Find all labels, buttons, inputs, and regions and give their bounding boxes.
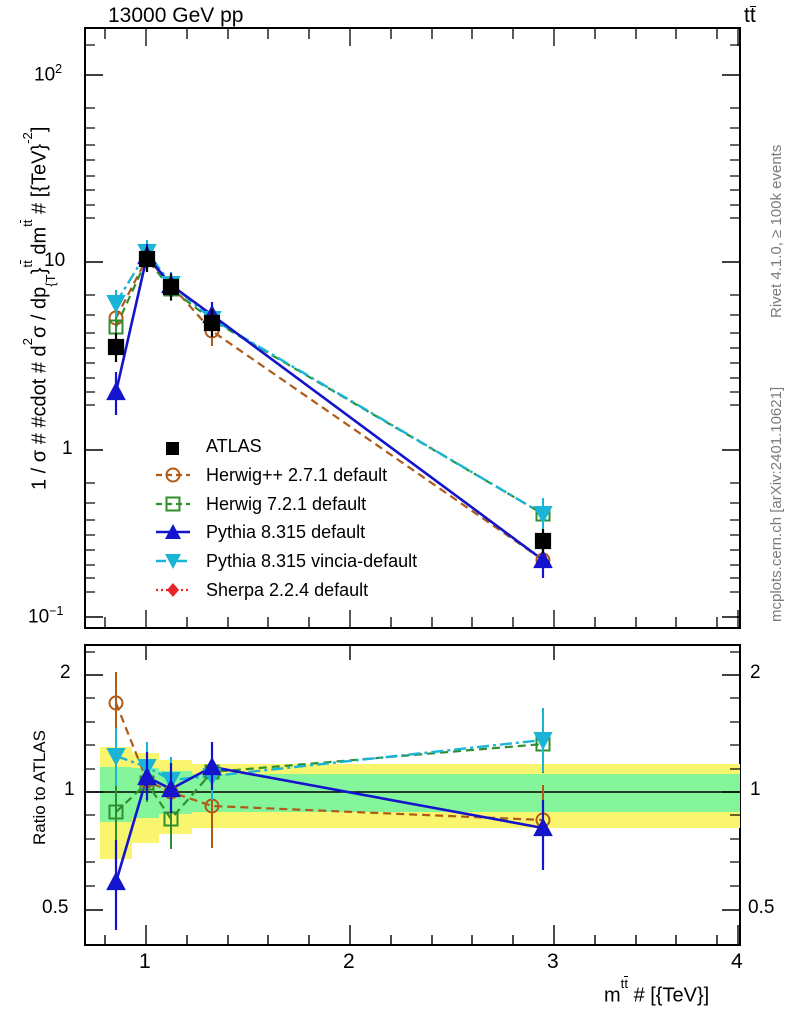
legend-marker-vincia (165, 554, 181, 569)
legend-label-pythia8[interactable]: Pythia 8.315 default (206, 522, 366, 542)
process-label: tt (744, 4, 756, 27)
legend-marker-herwigpp (165, 467, 181, 483)
ratio-tick-label-2-right: 2 (750, 662, 761, 683)
ratio-tick-label-05-right: 0.5 (748, 897, 775, 918)
main-bottom-ticks (104, 610, 739, 628)
ratio-tick-label-1-right: 1 (750, 779, 761, 800)
ratio-pad (84, 644, 741, 946)
main-pad (84, 27, 741, 629)
ratio-line-vincia (115, 738, 544, 782)
series-line-herwigpp (115, 256, 544, 561)
x-tick-label-1: 1 (139, 950, 151, 973)
ratio-x-ticks (104, 645, 739, 945)
series-points-atlas (107, 247, 552, 553)
ratio-tick-label-2-left: 2 (60, 662, 71, 683)
x-tick-label-4: 4 (731, 950, 743, 973)
legend-marker-atlas (166, 442, 179, 455)
legend (156, 442, 190, 597)
y-tick-label-0-1: 10−1 (28, 604, 64, 628)
y-tick-label-100: 102 (34, 62, 63, 86)
ratio-y-ticks (85, 674, 740, 911)
legend-label-sherpa[interactable]: Sherpa 2.2.4 default (206, 580, 369, 600)
ratio-tick-label-1-left: 1 (64, 779, 75, 800)
beam-energy-text: 13000 GeV pp (108, 4, 244, 27)
y-tick-label-10: 10 (44, 250, 66, 271)
legend-marker-herwig7 (165, 496, 181, 512)
legend-label-herwigpp[interactable]: Herwig++ 2.7.1 default (206, 465, 388, 485)
x-tick-label-3: 3 (547, 950, 559, 973)
ratio-points-pythia8 (106, 742, 553, 930)
legend-marker-sherpa (167, 583, 179, 597)
ratio-y-minor-ticks (85, 651, 740, 887)
legend-label-vincia[interactable]: Pythia 8.315 vincia-default (206, 551, 418, 571)
ratio-content (85, 672, 740, 930)
legend-marker-pythia8 (165, 524, 181, 539)
y-axis-ticks (85, 74, 740, 618)
legend-label-herwig7[interactable]: Herwig 7.2.1 default (206, 494, 367, 514)
y-axis-minor-ticks (85, 44, 740, 593)
main-series-group (106, 240, 553, 578)
y-tick-label-1: 1 (62, 438, 73, 459)
legend-label-atlas[interactable]: ATLAS (206, 436, 262, 456)
top-axis-ticks (104, 28, 739, 46)
ratio-tick-label-05-left: 0.5 (42, 897, 69, 918)
x-axis-title: mtt # [{TeV}] (604, 976, 710, 1007)
x-tick-label-2: 2 (343, 950, 355, 973)
beam-energy-label: 13000 GeV pp (108, 4, 243, 28)
